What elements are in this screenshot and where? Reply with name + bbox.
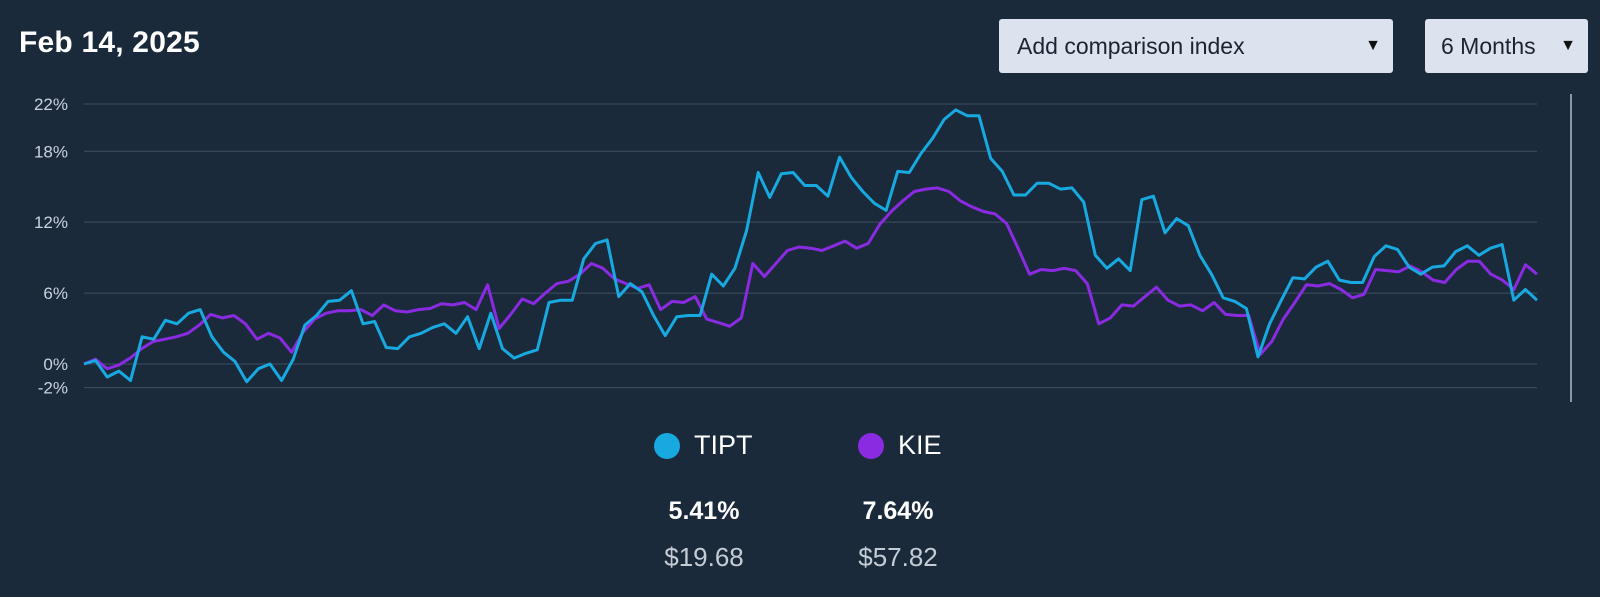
tipt-change: 5.41% <box>668 497 740 525</box>
comparison-index-label: Add comparison index <box>1017 32 1245 59</box>
caret-down-icon: ▼ <box>1365 37 1381 54</box>
legend-item-tipt[interactable]: TIPT <box>654 430 753 461</box>
legend-label-tipt: TIPT <box>694 430 753 460</box>
y-tick-label: 0% <box>43 355 68 374</box>
kie-change: 7.64% <box>862 497 934 525</box>
legend-dot-tipt <box>654 432 680 459</box>
caret-down-icon: ▼ <box>1560 37 1576 54</box>
comparison-index-select[interactable]: Add comparison index ▼ <box>999 19 1393 73</box>
time-range-select[interactable]: 6 Months ▼ <box>1425 19 1588 73</box>
tipt-price: $19.68 <box>664 542 744 572</box>
y-tick-label: 18% <box>34 142 68 161</box>
legend-dot-kie <box>858 432 884 459</box>
y-tick-label: 22% <box>34 95 68 114</box>
chart-date: Feb 14, 2025 <box>19 26 200 59</box>
time-range-label: 6 Months <box>1441 32 1536 59</box>
performance-chart[interactable]: 22% 18% 12% 6% 0% -2% <box>0 0 1600 420</box>
y-tick-label: 12% <box>34 213 68 232</box>
y-tick-label: -2% <box>38 379 68 398</box>
legend-label-kie: KIE <box>898 430 942 460</box>
series-line-tipt[interactable] <box>83 108 1539 384</box>
series-line-kie[interactable] <box>83 186 1538 371</box>
kie-price: $57.82 <box>858 542 938 572</box>
legend-item-kie[interactable]: KIE <box>858 430 942 461</box>
y-tick-label: 6% <box>43 284 68 303</box>
